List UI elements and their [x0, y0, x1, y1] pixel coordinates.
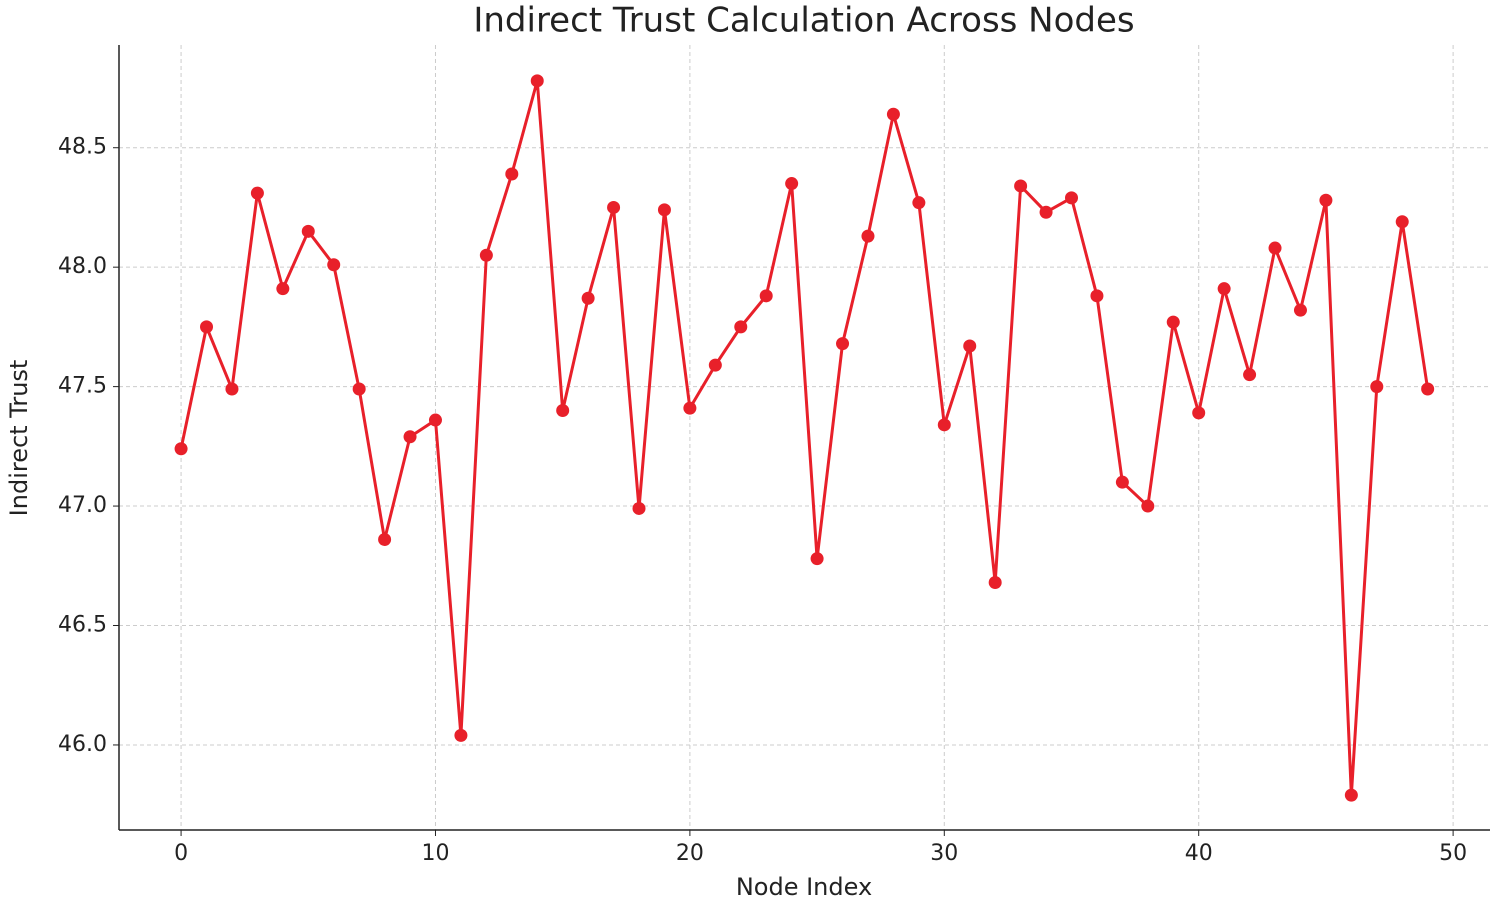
data-point: [657, 203, 671, 217]
data-point: [1217, 282, 1231, 296]
data-point: [708, 358, 722, 372]
data-point: [1192, 406, 1206, 420]
x-tick-label: 30: [930, 841, 958, 866]
data-point: [581, 291, 595, 305]
data-point: [250, 186, 264, 200]
data-point: [1421, 382, 1435, 396]
x-tick-label: 50: [1439, 841, 1467, 866]
data-point: [1243, 368, 1257, 382]
y-tick-label: 46.0: [58, 732, 107, 757]
data-point: [759, 289, 773, 303]
x-tick-label: 40: [1185, 841, 1213, 866]
y-tick-label: 48.0: [58, 254, 107, 279]
data-point: [836, 337, 850, 351]
series-line: [179, 80, 1430, 796]
data-point: [1319, 193, 1333, 207]
data-point: [352, 382, 366, 396]
data-point: [1141, 499, 1155, 513]
data-point: [1039, 205, 1053, 219]
data-point: [1344, 788, 1358, 802]
data-point: [937, 418, 951, 432]
y-tick-label: 47.0: [58, 493, 107, 518]
data-point: [988, 576, 1002, 590]
data-point: [200, 320, 214, 334]
x-tick-label: 0: [174, 841, 188, 866]
data-point: [963, 339, 977, 353]
data-point: [607, 200, 621, 214]
data-point: [556, 404, 570, 418]
data-point: [1370, 380, 1384, 394]
data-point: [1065, 191, 1079, 205]
data-point: [276, 282, 290, 296]
y-tick-label: 46.5: [58, 613, 107, 638]
data-point: [1014, 179, 1028, 193]
data-point: [174, 442, 188, 456]
data-point: [1166, 315, 1180, 329]
y-tick-label: 47.5: [58, 374, 107, 399]
x-tick-label: 10: [421, 841, 449, 866]
data-point: [886, 107, 900, 121]
data-point: [912, 196, 926, 210]
data-point: [1090, 289, 1104, 303]
data-point: [505, 167, 519, 181]
chart-title: Indirect Trust Calculation Across Nodes: [473, 1, 1134, 41]
data-point: [403, 430, 417, 444]
data-point: [454, 728, 468, 742]
data-point: [1293, 303, 1307, 317]
data-point: [785, 177, 799, 191]
data-point: [428, 413, 442, 427]
data-point: [1395, 215, 1409, 229]
data-point: [479, 248, 493, 262]
y-axis-label: Indirect Trust: [5, 360, 33, 517]
data-point: [810, 552, 824, 566]
data-point: [632, 501, 646, 515]
data-point: [327, 258, 341, 272]
x-tick-label: 20: [676, 841, 704, 866]
data-point: [861, 229, 875, 243]
data-point: [225, 382, 239, 396]
y-tick-label: 48.5: [58, 135, 107, 160]
data-point: [1115, 475, 1129, 489]
data-point: [683, 401, 697, 415]
data-point: [530, 74, 544, 88]
data-point: [378, 533, 392, 547]
x-axis-label: Node Index: [736, 873, 872, 901]
data-point: [1268, 241, 1282, 255]
data-point: [734, 320, 748, 334]
data-point: [301, 224, 315, 238]
